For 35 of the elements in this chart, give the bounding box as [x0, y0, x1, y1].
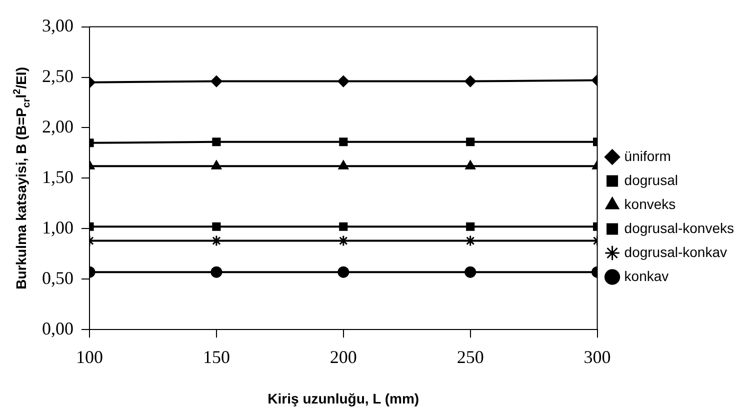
point — [210, 76, 222, 88]
y-tick-label: 0,50 — [42, 268, 74, 288]
point — [212, 138, 221, 146]
legend-label: dogrusal — [624, 172, 678, 188]
point — [211, 160, 222, 170]
point — [464, 266, 476, 278]
legend-label: konveks — [624, 196, 676, 212]
point — [338, 160, 348, 170]
x-tick-label: 150 — [202, 347, 230, 368]
point — [212, 222, 221, 231]
x-tick-label: 250 — [456, 347, 484, 368]
y-tick-label: 0,00 — [42, 318, 74, 338]
y-axis-title: Burkulma katsayisi, B (B=Pcrl2/EI) — [12, 67, 33, 290]
point — [210, 266, 222, 278]
point — [464, 76, 476, 88]
point — [338, 76, 350, 88]
legend-label: üniform — [624, 148, 671, 164]
x-tick-label: 300 — [584, 347, 611, 368]
point — [339, 138, 348, 146]
y-tick-label: 2,00 — [42, 116, 74, 136]
x-tick-label: 200 — [330, 347, 357, 368]
x-axis-title: Kiriş uzunluğu, L (mm) — [268, 390, 420, 406]
y-tick-label: 1,00 — [42, 217, 74, 238]
y-tick-label: 1,50 — [42, 166, 74, 187]
point — [466, 222, 475, 231]
y-tick-label: 2,50 — [42, 66, 74, 86]
point — [338, 266, 350, 278]
legend-label: dogrusal-konkav — [624, 244, 728, 260]
point — [465, 160, 476, 170]
point — [339, 222, 348, 231]
legend-label: konkav — [624, 268, 669, 284]
y-tick-label: 3,00 — [42, 16, 74, 36]
legend-label: dogrusal-konveks — [624, 220, 734, 236]
x-tick-label: 100 — [76, 347, 103, 368]
point — [466, 138, 475, 146]
